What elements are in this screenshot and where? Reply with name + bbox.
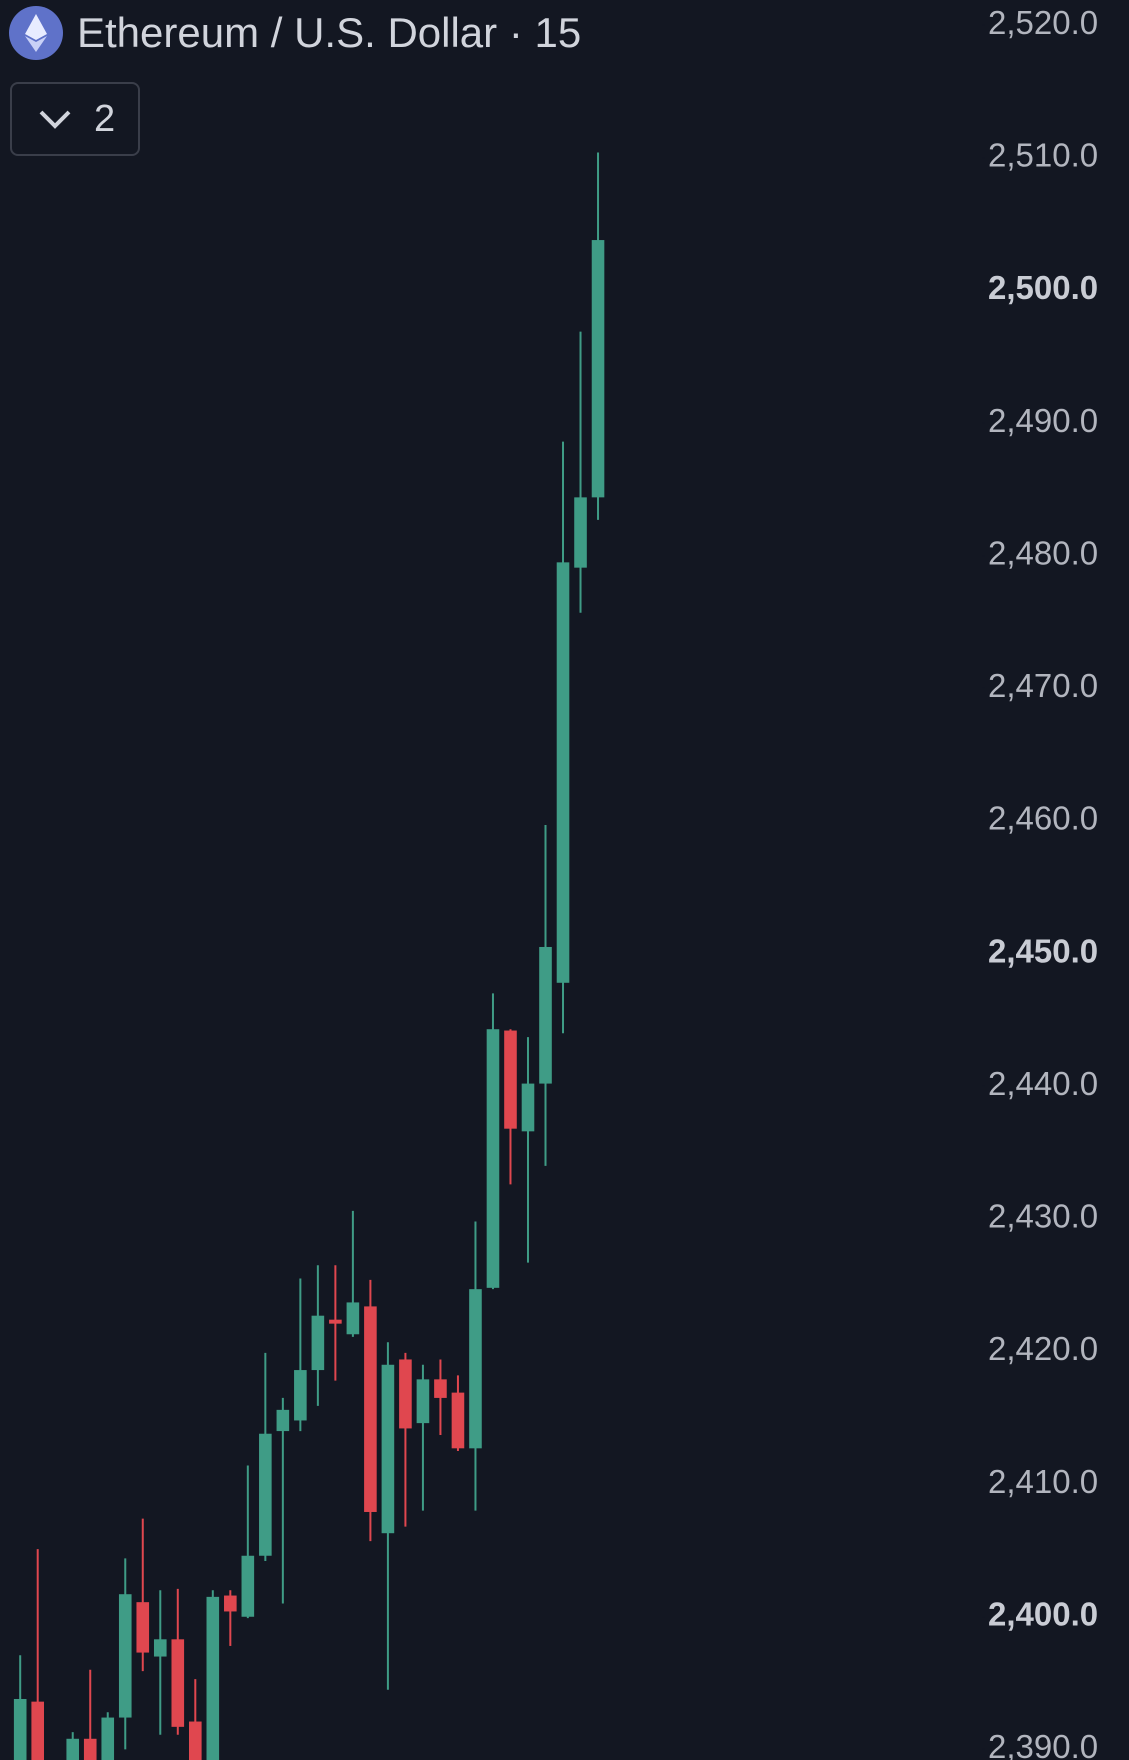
candle-body (153, 1639, 167, 1657)
indicator-count: 2 (94, 97, 116, 140)
y-tick-label: 2,470.0 (988, 667, 1098, 704)
eth-logo (9, 6, 63, 60)
y-tick-label: 2,420.0 (988, 1330, 1098, 1367)
candle-body (118, 1594, 132, 1718)
candle-body (83, 1738, 97, 1760)
y-tick-label: 2,390.0 (988, 1728, 1098, 1760)
y-tick-label: 2,450.0 (988, 932, 1098, 969)
candle-body (521, 1083, 535, 1132)
y-tick-label: 2,520.0 (988, 4, 1098, 41)
candle-body (276, 1409, 290, 1432)
candle-body (294, 1370, 307, 1421)
y-tick-label: 2,500.0 (988, 269, 1098, 306)
candle-body (574, 497, 587, 568)
y-tick-label: 2,400.0 (988, 1595, 1098, 1632)
candle-body (434, 1379, 447, 1398)
candle-body (189, 1721, 202, 1760)
candle-body (591, 240, 605, 498)
candle-body (206, 1596, 220, 1760)
candle-body (399, 1359, 412, 1429)
candle-body (469, 1289, 482, 1449)
candle-body (381, 1364, 395, 1534)
chart-title: Ethereum / U.S. Dollar · 15 (77, 9, 582, 56)
candle-body (486, 1029, 500, 1288)
y-tick-label: 2,460.0 (988, 800, 1098, 837)
indicators-toggle[interactable]: 2 (10, 82, 140, 156)
candle-body (31, 1701, 45, 1760)
candle-body (241, 1555, 255, 1617)
y-tick-label: 2,480.0 (988, 534, 1098, 571)
candle-body (539, 946, 552, 1084)
candle-body (259, 1433, 272, 1556)
candle-body (504, 1030, 517, 1129)
candle-body (451, 1392, 465, 1449)
candle-body (136, 1602, 150, 1653)
candle-body (329, 1319, 342, 1324)
candle-body (101, 1717, 115, 1760)
price-axis: 2,390.0 2,400.0 2,410.0 2,420.0 2,430.0 2,440… (982, 4, 1098, 1760)
y-tick-label: 2,510.0 (988, 137, 1098, 174)
y-tick-label: 2,410.0 (988, 1463, 1098, 1500)
candle-body (556, 562, 570, 983)
header: Ethereum / U.S. Dollar · 15 (9, 6, 581, 60)
candles (13, 152, 605, 1760)
candle-body (66, 1738, 80, 1760)
y-tick-label: 2,430.0 (988, 1198, 1098, 1235)
candle-body (224, 1595, 237, 1612)
y-tick-label: 2,490.0 (988, 402, 1098, 439)
candle-body (311, 1315, 325, 1371)
candle-body (346, 1302, 360, 1335)
candle-body (13, 1698, 27, 1760)
y-tick-label: 2,440.0 (988, 1065, 1098, 1102)
candle-body (364, 1306, 377, 1512)
candle-body (171, 1639, 185, 1727)
chevron-icon (39, 110, 71, 129)
candle-body (416, 1379, 430, 1424)
